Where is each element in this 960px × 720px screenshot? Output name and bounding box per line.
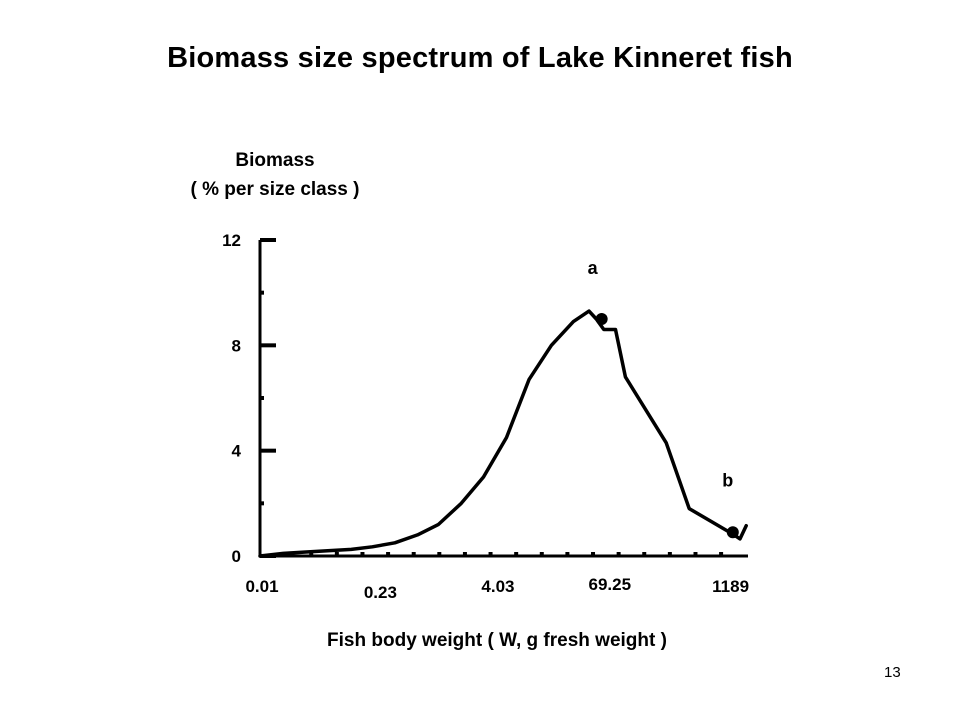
- marker-label-a: a: [588, 258, 599, 278]
- series-line-0: [258, 309, 748, 558]
- marker-b: [726, 526, 739, 539]
- chart-tick-labels: 0 4 8 12 0.01 0.23 4.03 69.25 1189: [222, 231, 749, 602]
- x-tick-label-4.03: 4.03: [481, 577, 514, 596]
- marker-label-b: b: [722, 470, 733, 490]
- x-axis-title: Fish body weight ( W, g fresh weight ): [327, 630, 667, 651]
- x-tick-label-69.25: 69.25: [589, 575, 632, 594]
- y-tick-label-4: 4: [232, 442, 242, 461]
- marker-a: [595, 313, 608, 325]
- y-tick-label-8: 8: [232, 336, 241, 355]
- chart-axes: [258, 240, 748, 558]
- chart-series-layer: [258, 309, 748, 558]
- y-tick-label-12: 12: [222, 231, 241, 250]
- y-axis-title: Biomass ( % per size class ): [150, 146, 400, 204]
- x-tick-label-0.23: 0.23: [364, 583, 397, 602]
- chart-ticks: [260, 238, 724, 558]
- y-axis-title-line-2: ( % per size class ): [190, 179, 360, 200]
- chart-marker-layer: ab: [588, 258, 739, 539]
- x-tick-label-0.01: 0.01: [245, 577, 278, 596]
- x-tick-label-1189: 1189: [712, 577, 749, 596]
- y-axis-title-line-1: Biomass: [235, 150, 315, 171]
- y-tick-label-0: 0: [232, 547, 241, 566]
- slide-number: 13: [884, 664, 901, 681]
- slide-title: Biomass size spectrum of Lake Kinneret f…: [167, 42, 793, 74]
